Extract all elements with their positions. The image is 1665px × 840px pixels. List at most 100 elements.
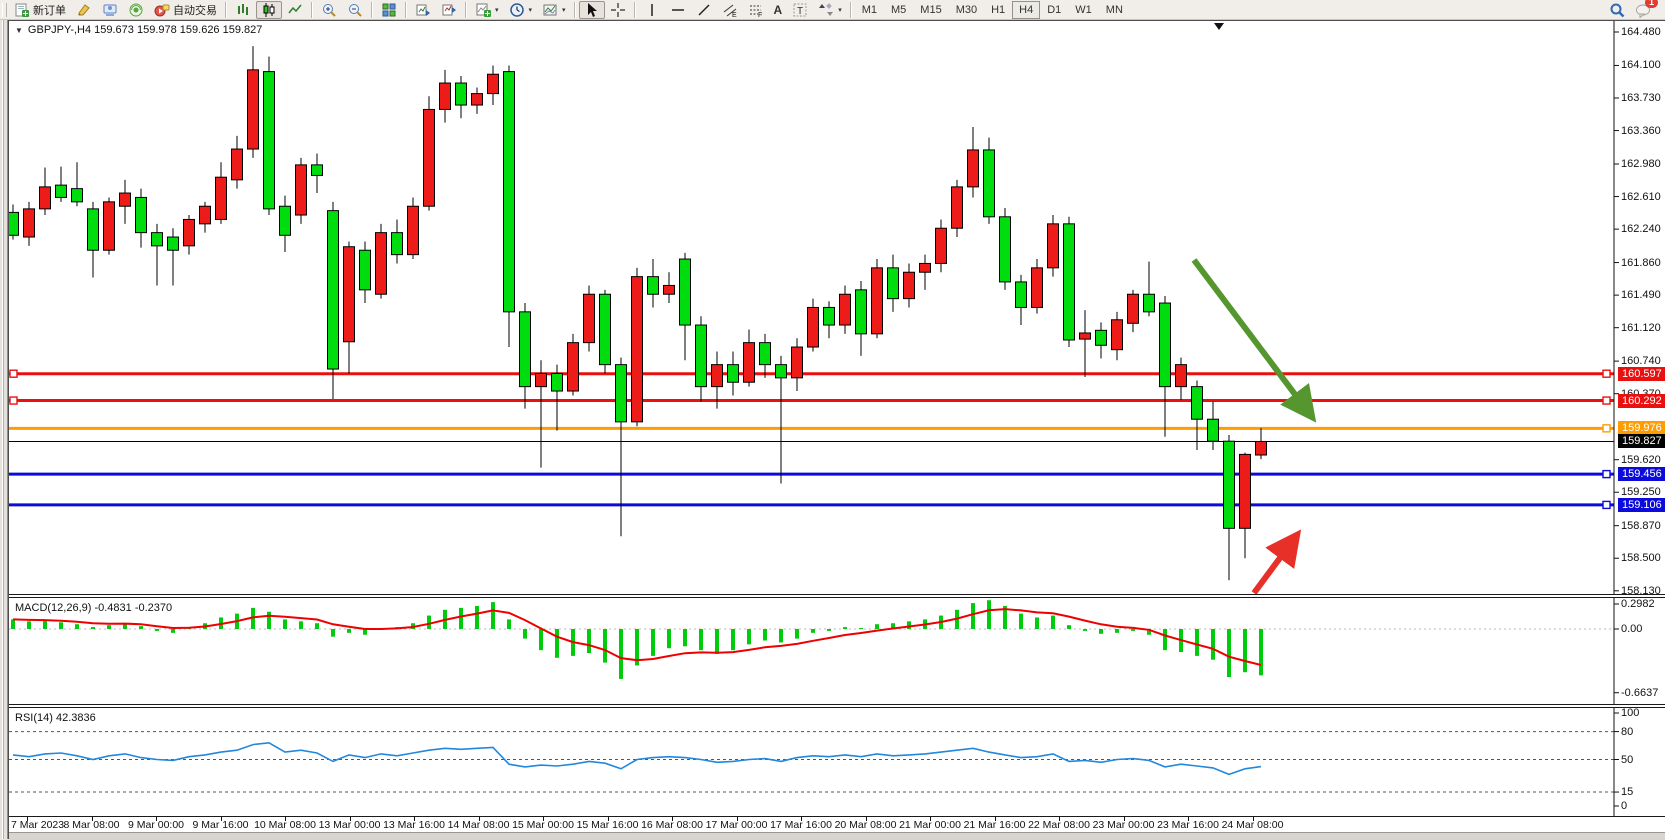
candle-body: [199, 205, 211, 225]
candlestick-chart-icon: [261, 2, 277, 18]
date-tick: [1059, 817, 1060, 821]
candle-body: [327, 210, 339, 370]
candle-body: [679, 258, 691, 326]
new-order-button[interactable]: 新订单: [9, 1, 71, 19]
macd-histogram-bar: [827, 629, 831, 631]
macd-histogram-bar: [427, 615, 431, 629]
candle-body: [247, 69, 259, 150]
shapes-tool-button[interactable]: ▾: [813, 1, 847, 19]
zoom-out-button[interactable]: [342, 1, 368, 19]
main-chart-pane[interactable]: ▼ GBPJPY-,H4 159.673 159.978 159.626 159…: [9, 21, 1665, 597]
macd-histogram-bar: [299, 621, 303, 629]
macd-histogram-bar: [475, 605, 479, 629]
macd-histogram-bar: [11, 619, 15, 629]
metaeditor-button[interactable]: [71, 1, 97, 19]
horizontal-line-icon: [670, 2, 686, 18]
toolbar-separator: [225, 1, 227, 18]
candle-body: [295, 164, 307, 216]
toolbar-separator: [849, 1, 852, 18]
horizontal-line-tool-button[interactable]: [665, 1, 691, 19]
chart-shift-marker[interactable]: [1214, 23, 1224, 30]
chart-window: ▼ GBPJPY-,H4 159.673 159.978 159.626 159…: [8, 20, 1665, 840]
templates-button[interactable]: ▾: [537, 1, 571, 19]
candle-body: [1095, 329, 1107, 346]
label-tool-button[interactable]: T: [787, 1, 813, 19]
timeframe-button-m5[interactable]: M5: [891, 3, 907, 16]
candle-body: [39, 186, 51, 210]
candle-body: [663, 284, 675, 295]
autotrading-button[interactable]: 自动交易: [149, 1, 222, 19]
rsi-canvas[interactable]: [9, 708, 1665, 816]
crosshair-tool-button[interactable]: [605, 1, 631, 19]
date-tick: [91, 817, 93, 821]
tile-windows-button[interactable]: [376, 1, 402, 19]
macd-histogram-bar: [1003, 605, 1007, 629]
date-axis-label: 21 Mar 00:00: [899, 819, 961, 831]
date-axis[interactable]: 7 Mar 2023 8 Mar 08:00 9 Mar 00:00 9 Mar 16…: [9, 816, 1665, 832]
zoom-in-button[interactable]: [316, 1, 342, 19]
macd-histogram-bar: [907, 621, 911, 629]
toolbar-separator: [633, 1, 636, 18]
candle-body: [71, 188, 83, 203]
rsi-pane[interactable]: RSI(14) 42.3836 100 80 50 15 0: [9, 707, 1665, 816]
date-axis-label: 13 Mar 00:00: [318, 819, 381, 831]
terminal-button[interactable]: [97, 1, 123, 19]
macd-histogram-bar: [1195, 629, 1199, 656]
indicators-button[interactable]: ▾: [470, 1, 504, 19]
macd-histogram-bar: [1243, 629, 1247, 673]
macd-pane[interactable]: MACD(12,26,9) -0.4831 -0.2370 0.2982 0.00…: [9, 598, 1665, 704]
pane-separator[interactable]: [9, 594, 1665, 598]
candle-body: [9, 211, 19, 236]
timeframe-button-m15[interactable]: M15: [920, 3, 942, 16]
timeframe-button-mn[interactable]: MN: [1105, 3, 1123, 16]
strategy-tester-button[interactable]: [436, 1, 462, 19]
label-tool-icon: T: [792, 2, 808, 18]
periods-clock-icon: [509, 2, 525, 18]
price-axis-label: 158.130: [1621, 584, 1661, 597]
bar-chart-button[interactable]: [230, 1, 256, 19]
pane-separator[interactable]: [9, 704, 1665, 708]
down-trend-arrow[interactable]: [1191, 258, 1317, 423]
toolbar-grip[interactable]: [2, 2, 7, 17]
periods-button[interactable]: ▾: [504, 1, 538, 19]
date-axis-label: 9 Mar 16:00: [192, 819, 249, 831]
timeframe-button-d1[interactable]: D1: [1047, 3, 1062, 16]
new-order-icon: [14, 2, 30, 18]
macd-histogram-bar: [1019, 613, 1023, 629]
search-icon[interactable]: [1609, 2, 1625, 18]
candlestick-chart-button[interactable]: [256, 0, 282, 19]
timeframe-button-m30[interactable]: M30: [955, 3, 978, 16]
text-tool-button[interactable]: A: [769, 1, 788, 19]
macd-histogram-bar: [1099, 629, 1103, 634]
cursor-tool-button[interactable]: [578, 0, 605, 19]
timeframe-button-w1[interactable]: W1: [1075, 3, 1092, 16]
timeframe-button-m1[interactable]: M1: [861, 3, 878, 16]
macd-signal-line: [12, 608, 1262, 666]
macd-histogram-bar: [75, 624, 79, 629]
timeframe-button-h1[interactable]: H1: [991, 3, 1006, 16]
macd-histogram-bar: [459, 607, 463, 629]
vertical-line-tool-button[interactable]: [639, 1, 665, 19]
macd-canvas[interactable]: [9, 598, 1665, 704]
candle-body: [439, 82, 451, 110]
channel-tool-button[interactable]: E: [717, 1, 743, 19]
fibonacci-tool-button[interactable]: F: [743, 1, 769, 19]
main-chart-canvas[interactable]: [9, 21, 1665, 594]
signals-button[interactable]: [123, 1, 149, 19]
data-window-button[interactable]: [410, 1, 436, 19]
macd-histogram-bar: [1115, 629, 1119, 633]
date-tick: [672, 817, 673, 821]
trendline-tool-button[interactable]: [691, 1, 717, 19]
line-chart-button[interactable]: [282, 1, 308, 19]
date-axis-label: 15 Mar 16:00: [576, 819, 639, 831]
candle-body: [1015, 281, 1027, 308]
timeframe-button-h4[interactable]: H4: [1012, 0, 1041, 19]
macd-histogram-bar: [811, 629, 815, 633]
one-click-dropdown-icon[interactable]: ▼: [15, 25, 23, 35]
notifications-icon[interactable]: 1: [1635, 0, 1658, 19]
candle-body: [583, 293, 595, 344]
new-order-label: 新订单: [33, 4, 66, 17]
reversal-up-arrow[interactable]: [1251, 529, 1302, 594]
candle-body: [807, 306, 819, 348]
tile-windows-icon: [381, 2, 397, 18]
